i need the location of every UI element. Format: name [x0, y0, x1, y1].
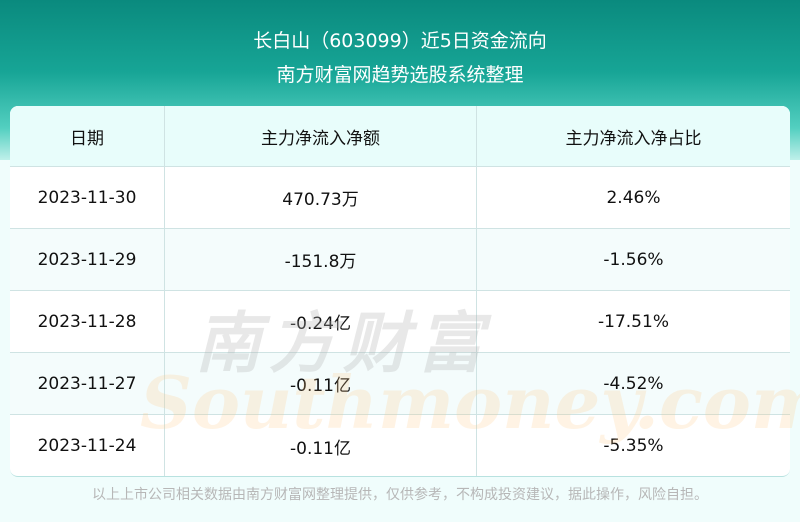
date-cell: 2023-11-29 [10, 229, 165, 290]
date-cell: 2023-11-24 [10, 415, 165, 476]
column-header-net-inflow: 主力净流入净额 [165, 106, 477, 166]
date-cell: 2023-11-30 [10, 167, 165, 228]
column-header-net-ratio: 主力净流入净占比 [565, 128, 702, 149]
page-title: 长白山（603099）近5日资金流向 [253, 30, 547, 52]
table-header: 日期 主力净流入净额 主力净流入净占比 [10, 106, 790, 167]
net-ratio-cell: -5.35% [603, 436, 664, 456]
net-inflow-cell: -151.8万 [165, 229, 477, 290]
net-ratio-cell: -4.52% [603, 373, 664, 394]
table-row: 2023-11-24 -0.11亿 -5.35% [10, 415, 790, 476]
date-cell: 2023-11-27 [10, 353, 165, 414]
net-ratio-cell: -1.56% [603, 249, 664, 270]
page-subtitle: 南方财富网趋势选股系统整理 [276, 64, 524, 86]
table-row: 2023-11-28 -0.24亿 -17.51% [10, 291, 790, 353]
net-inflow-cell: 470.73万 [165, 167, 477, 228]
fund-flow-table: 日期 主力净流入净额 主力净流入净占比 2023-11-30 470.73万 2… [10, 106, 790, 477]
column-header-date: 日期 [10, 106, 165, 166]
table-row: 2023-11-27 -0.11亿 -4.52% [10, 353, 790, 415]
date-cell: 2023-11-28 [10, 291, 165, 352]
table-row: 2023-11-30 470.73万 2.46% [10, 167, 790, 229]
net-inflow-cell: -0.24亿 [165, 291, 477, 352]
net-inflow-cell: -0.11亿 [165, 353, 477, 414]
disclaimer: 以上上市公司相关数据由南方财富网整理提供，仅供参考，不构成投资建议，据此操作，风… [92, 487, 708, 503]
net-inflow-cell: -0.11亿 [165, 415, 477, 476]
table-row: 2023-11-29 -151.8万 -1.56% [10, 229, 790, 291]
net-ratio-cell: 2.46% [606, 187, 661, 208]
net-ratio-cell: -17.51% [598, 311, 669, 332]
